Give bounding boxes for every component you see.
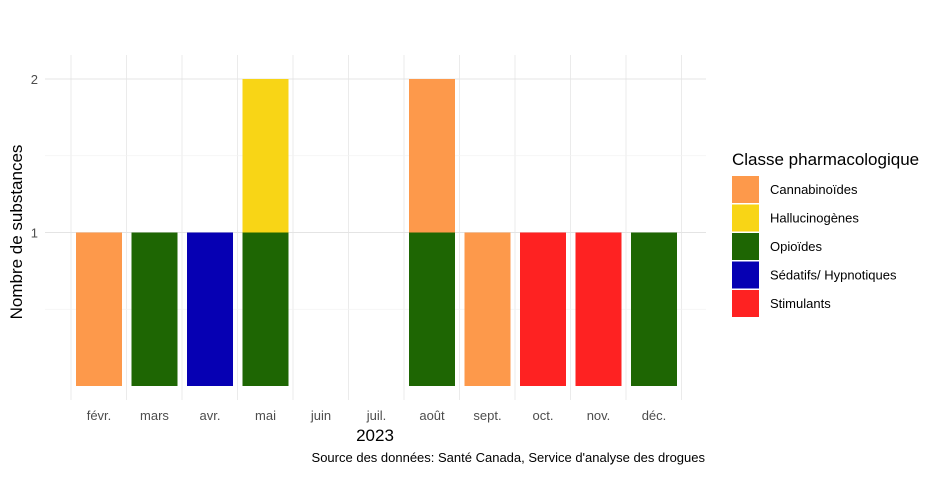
y-axis: 12 xyxy=(31,72,38,241)
legend-key xyxy=(732,204,759,232)
x-axis: févr. mars avr. mai juin juil. août sept. oct. no… xyxy=(87,408,667,423)
bar-août-Opioïdes xyxy=(409,232,455,386)
bar-mai-Opioïdes xyxy=(242,232,289,386)
x-tick-label: juin xyxy=(310,408,331,423)
legend: Classe pharmacologique Cannabinoïdes Hall… xyxy=(732,150,919,317)
legend-key xyxy=(732,176,759,203)
legend-label: Hallucinogènes xyxy=(770,211,859,226)
bar-févr.-Cannabinoïdes xyxy=(76,232,122,386)
x-tick-label: mai xyxy=(255,408,276,423)
legend-label: Stimulants xyxy=(770,296,831,311)
legend-key xyxy=(732,261,759,289)
bar-déc.-Opioïdes xyxy=(631,232,677,386)
y-tick-label: 2 xyxy=(31,72,38,87)
y-tick-label: 1 xyxy=(31,226,38,241)
bars xyxy=(76,79,677,386)
x-tick-label: août xyxy=(419,408,445,423)
legend-label: Opioïdes xyxy=(770,239,823,254)
bar-mai-Hallucinogènes xyxy=(242,79,289,233)
x-tick-label: févr. xyxy=(87,408,112,423)
bar-août-Cannabinoïdes xyxy=(409,79,455,233)
caption: Source des données: Santé Canada, Servic… xyxy=(312,450,706,465)
x-tick-label: déc. xyxy=(642,408,667,423)
x-axis-label: 2023 xyxy=(356,426,394,445)
x-tick-label: mars xyxy=(140,408,169,423)
bar-avr.-Sédatifs/ Hypnotiques xyxy=(187,232,233,386)
bar-mars-Opioïdes xyxy=(131,232,178,386)
bar-nov.-Stimulants xyxy=(575,232,622,386)
x-tick-label: avr. xyxy=(200,408,221,423)
bar-oct.-Stimulants xyxy=(520,232,566,386)
x-tick-label: juil. xyxy=(366,408,387,423)
bar-sept.-Cannabinoïdes xyxy=(464,232,511,386)
x-tick-label: oct. xyxy=(533,408,554,423)
legend-label: Cannabinoïdes xyxy=(770,182,858,197)
x-tick-label: sept. xyxy=(473,408,501,423)
legend-label: Sédatifs/ Hypnotiques xyxy=(770,268,897,283)
y-axis-label: Nombre de substances xyxy=(7,145,26,320)
legend-title: Classe pharmacologique xyxy=(732,150,919,169)
legend-key xyxy=(732,290,759,317)
legend-key xyxy=(732,233,759,260)
x-tick-label: nov. xyxy=(587,408,611,423)
